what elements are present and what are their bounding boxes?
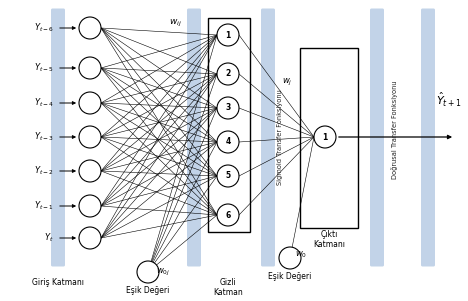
Text: $Y_{t-2}$: $Y_{t-2}$ <box>34 165 54 177</box>
Text: $Y_{t-1}$: $Y_{t-1}$ <box>34 200 54 212</box>
Text: $w_0$: $w_0$ <box>295 250 307 260</box>
Circle shape <box>217 131 239 153</box>
Circle shape <box>137 261 159 283</box>
Text: 1: 1 <box>322 132 328 141</box>
Circle shape <box>314 126 336 148</box>
Circle shape <box>79 126 101 148</box>
Bar <box>208 18 250 232</box>
Circle shape <box>217 24 239 46</box>
Text: $Y_t$: $Y_t$ <box>44 232 54 244</box>
Text: 5: 5 <box>226 172 231 181</box>
Text: Çıktı
Katmanı: Çıktı Katmanı <box>313 230 345 250</box>
Circle shape <box>79 57 101 79</box>
Text: $Y_{t-3}$: $Y_{t-3}$ <box>34 131 54 143</box>
Circle shape <box>79 17 101 39</box>
Circle shape <box>217 204 239 226</box>
Circle shape <box>217 97 239 119</box>
Circle shape <box>79 160 101 182</box>
Text: Eşik Değeri: Eşik Değeri <box>126 286 170 295</box>
Circle shape <box>79 92 101 114</box>
Text: $w_j$: $w_j$ <box>282 76 292 88</box>
Circle shape <box>279 247 301 269</box>
FancyBboxPatch shape <box>187 8 201 266</box>
FancyBboxPatch shape <box>51 8 65 266</box>
Text: 2: 2 <box>226 70 231 79</box>
Circle shape <box>217 165 239 187</box>
Text: $\hat{Y}_{t+1}$: $\hat{Y}_{t+1}$ <box>436 91 462 109</box>
Circle shape <box>79 227 101 249</box>
Text: $Y_{t-4}$: $Y_{t-4}$ <box>34 97 54 109</box>
Text: Eşik Değeri: Eşik Değeri <box>268 272 312 281</box>
Text: Doğrusal Transfer Fonksiyonu: Doğrusal Transfer Fonksiyonu <box>392 81 398 179</box>
Circle shape <box>79 195 101 217</box>
Text: $Y_{t-6}$: $Y_{t-6}$ <box>34 22 54 34</box>
Text: Sigmoid Transfer Fonksiyonu: Sigmoid Transfer Fonksiyonu <box>277 89 283 185</box>
Text: 3: 3 <box>226 104 231 113</box>
Text: Gizli
Katman: Gizli Katman <box>213 278 243 297</box>
FancyBboxPatch shape <box>421 8 435 266</box>
FancyBboxPatch shape <box>261 8 275 266</box>
Bar <box>300 48 358 228</box>
Text: $w_{ij}$: $w_{ij}$ <box>168 18 182 29</box>
Text: 4: 4 <box>226 138 231 147</box>
Text: $Y_{t-5}$: $Y_{t-5}$ <box>34 62 54 74</box>
Text: Giriş Katmanı: Giriş Katmanı <box>32 278 84 287</box>
Text: 1: 1 <box>226 30 231 39</box>
FancyBboxPatch shape <box>370 8 384 266</box>
Circle shape <box>217 63 239 85</box>
Text: 6: 6 <box>226 210 231 219</box>
Text: $w_{0j}$: $w_{0j}$ <box>156 267 170 278</box>
